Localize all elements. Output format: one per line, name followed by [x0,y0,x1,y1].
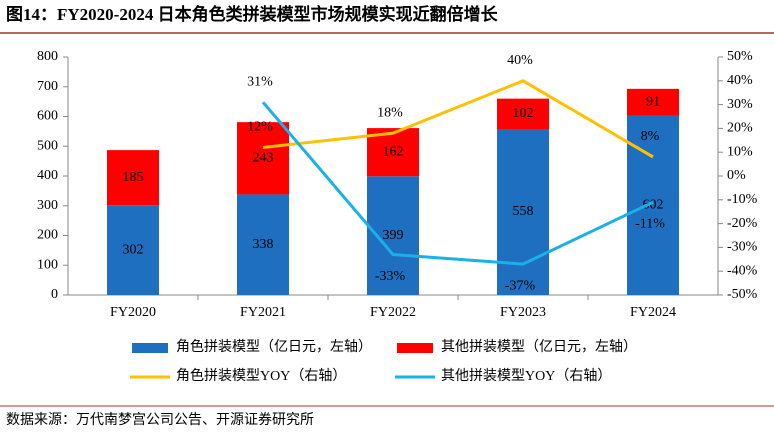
bar-segment [497,98,549,129]
line-value-label: 8% [641,129,660,144]
y2-tick-label: -50% [727,287,758,302]
line-value-label: 18% [377,105,403,120]
line-value-label: -11% [635,216,665,231]
y2-tick-label: -10% [727,192,758,207]
bar-value-label: 602 [643,198,664,213]
bar-value-label: 185 [123,170,144,185]
bar-value-label: 399 [383,228,404,243]
y2-tick-label: 0% [727,168,746,183]
bar-value-label: 91 [646,95,660,110]
y2-tick-label: -20% [727,216,758,231]
legend-label: 角色拼装模型（亿日元，左轴） [176,338,372,355]
bar-value-label: 243 [253,151,274,166]
source: 数据来源：万代南梦宫公司公告、开源证券研究所 [6,412,314,428]
y-tick-label: 0 [51,287,58,302]
bar-segment [107,205,159,295]
y-tick-label: 400 [37,168,58,183]
line [261,101,654,266]
chart-title: 图14：FY2020-2024 日本角色类拼装模型市场规模实现近翻倍增长 [6,4,499,24]
y2-tick-label: 40% [727,73,753,88]
line-value-label: -37% [505,278,536,293]
legend-label: 其他拼装模型（亿日元，左轴） [441,339,637,355]
y2-tick-label: 50% [727,49,753,64]
bar-value-label: 338 [253,237,274,252]
y2-tick-label: 30% [727,97,753,112]
y-tick-label: 700 [37,79,58,94]
x-tick-label: FY2023 [500,305,546,320]
legend-swatch [397,343,433,353]
line-value-label: 12% [247,120,273,135]
y-tick-label: 500 [37,138,58,153]
legend-label: 其他拼装模型YOY（右轴） [441,368,611,384]
x-tick-label: FY2024 [630,305,676,320]
y2-tick-label: 20% [727,121,753,136]
x-tick-label: FY2022 [370,305,416,320]
y-tick-label: 100 [37,257,58,272]
y2-tick-label: 10% [727,144,753,159]
line-value-label: 31% [247,74,273,89]
bar-segment [237,194,289,295]
y2-tick-label: -30% [727,240,758,255]
x-tick-label: FY2020 [110,305,156,320]
legend-swatch [132,343,168,353]
y-tick-label: 800 [37,49,58,64]
line-value-label: -33% [375,269,406,284]
y2-tick-label: -40% [727,263,758,278]
line [262,79,654,159]
line-value-label: 40% [507,53,533,68]
bar-segment [107,150,159,206]
legend-label: 角色拼装模型YOY（右轴） [176,367,346,384]
bar-segment [237,122,289,195]
y-tick-label: 600 [37,109,58,124]
x-tick-label: FY2021 [240,305,286,320]
bar-value-label: 558 [513,204,534,219]
y-tick-label: 300 [37,198,58,213]
bar-value-label: 102 [513,106,534,121]
bar-value-label: 302 [123,242,144,257]
bar-value-label: 162 [383,144,404,159]
y-tick-label: 200 [37,228,58,243]
bar-segment [627,88,679,116]
bar-segment [497,128,549,295]
